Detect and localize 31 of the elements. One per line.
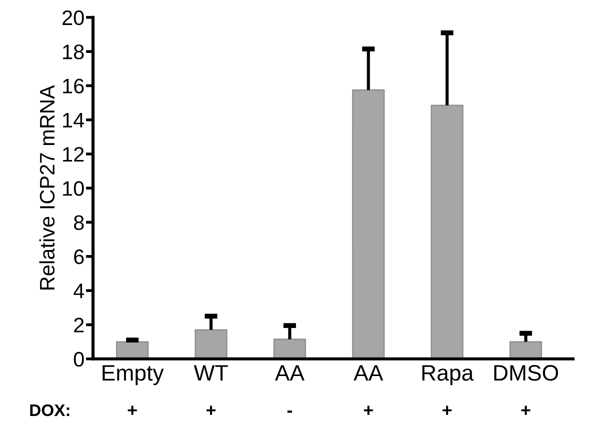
y-tick-label: 12 <box>63 146 84 162</box>
x-tick-label: Empty <box>102 365 164 386</box>
bar <box>430 104 464 359</box>
text: + <box>521 406 530 415</box>
x-tick-label: DMSO <box>494 365 558 381</box>
bar <box>194 329 228 359</box>
text: + <box>364 406 373 415</box>
y-tick-label: 16 <box>63 78 84 94</box>
y-tick-label: 6 <box>74 249 84 264</box>
text: + <box>128 406 137 415</box>
bar <box>509 341 542 359</box>
x-tick-label: WT <box>194 365 228 381</box>
y-tick-label: 10 <box>63 181 84 196</box>
y-tick-label: 4 <box>74 284 84 298</box>
x-tick-label: AA <box>354 365 384 381</box>
text: - <box>287 410 292 413</box>
bar <box>352 89 385 359</box>
text: + <box>206 406 216 415</box>
y-axis-title: Relative ICP27 mRNA <box>39 85 55 290</box>
text: DOX: <box>30 404 70 416</box>
y-tick-label: 20 <box>62 10 84 26</box>
bar <box>116 341 149 359</box>
bar <box>273 338 306 359</box>
text: + <box>442 406 452 415</box>
x-tick-label: Rapa <box>422 365 474 386</box>
y-tick-label: 18 <box>63 44 84 60</box>
x-tick-label: AA <box>274 365 304 381</box>
y-tick-label: 0 <box>74 352 84 367</box>
y-tick-label: 8 <box>74 215 84 230</box>
y-tick-label: 14 <box>63 113 84 128</box>
y-tick-label: 2 <box>74 318 84 332</box>
